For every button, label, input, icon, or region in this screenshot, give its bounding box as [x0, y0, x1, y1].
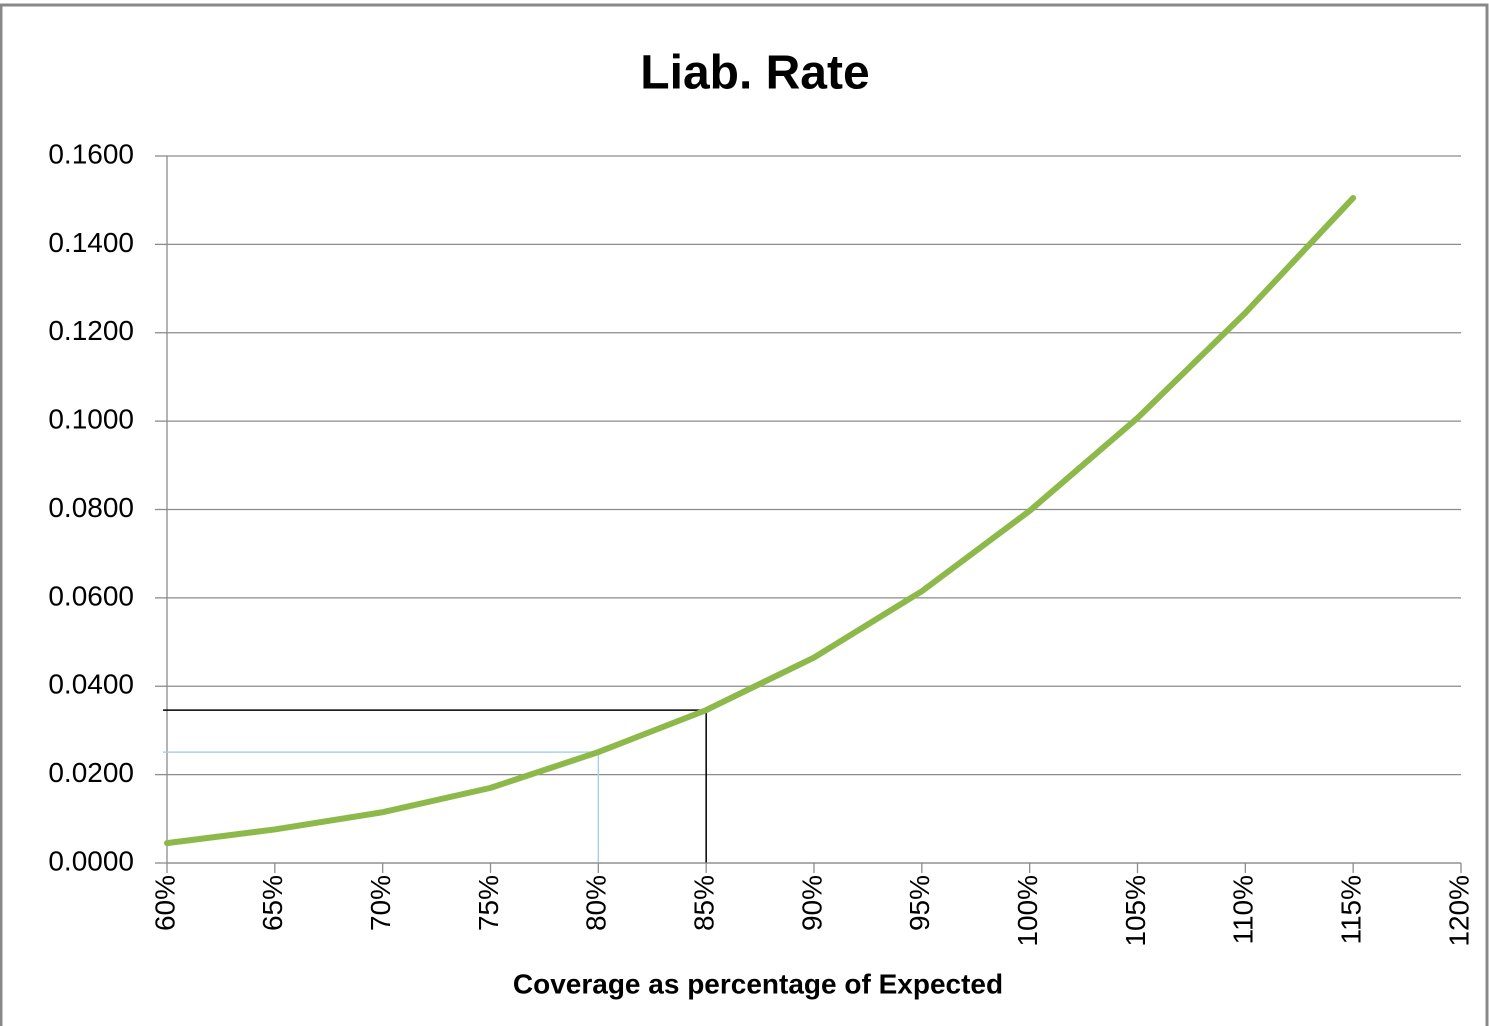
- y-tick-label: 0.0200: [48, 757, 134, 788]
- x-tick-label: 90%: [796, 875, 827, 931]
- series-line: [164, 194, 1357, 847]
- y-tick-label: 0.0000: [48, 845, 134, 876]
- y-tick-label: 0.1200: [48, 315, 134, 346]
- x-tick-label: 95%: [904, 875, 935, 931]
- x-tick-label: 100%: [1012, 875, 1043, 947]
- x-tick-label: 80%: [581, 875, 612, 931]
- y-tick-label: 0.1000: [48, 404, 134, 435]
- x-tick-label: 60%: [149, 875, 180, 931]
- x-tick-label: 85%: [689, 875, 720, 931]
- x-tick-label: 75%: [473, 875, 504, 931]
- x-tick-label: 110%: [1228, 875, 1259, 945]
- y-tick-label: 0.0400: [48, 669, 134, 700]
- x-tick-label: 105%: [1120, 875, 1151, 947]
- x-tick-label: 65%: [257, 875, 288, 931]
- x-axis-title: Coverage as percentage of Expected: [513, 968, 1003, 999]
- y-tick-label: 0.1600: [48, 138, 134, 169]
- chart-title: Liab. Rate: [640, 47, 869, 100]
- x-tick-label: 115%: [1336, 875, 1367, 945]
- y-tick-label: 0.1400: [48, 227, 134, 258]
- x-tick-label: 120%: [1443, 875, 1474, 947]
- chart-border: [0, 3, 1489, 1026]
- y-tick-label: 0.0800: [48, 492, 134, 523]
- y-tick-label: 0.0600: [48, 580, 134, 611]
- x-tick-label: 70%: [365, 875, 396, 931]
